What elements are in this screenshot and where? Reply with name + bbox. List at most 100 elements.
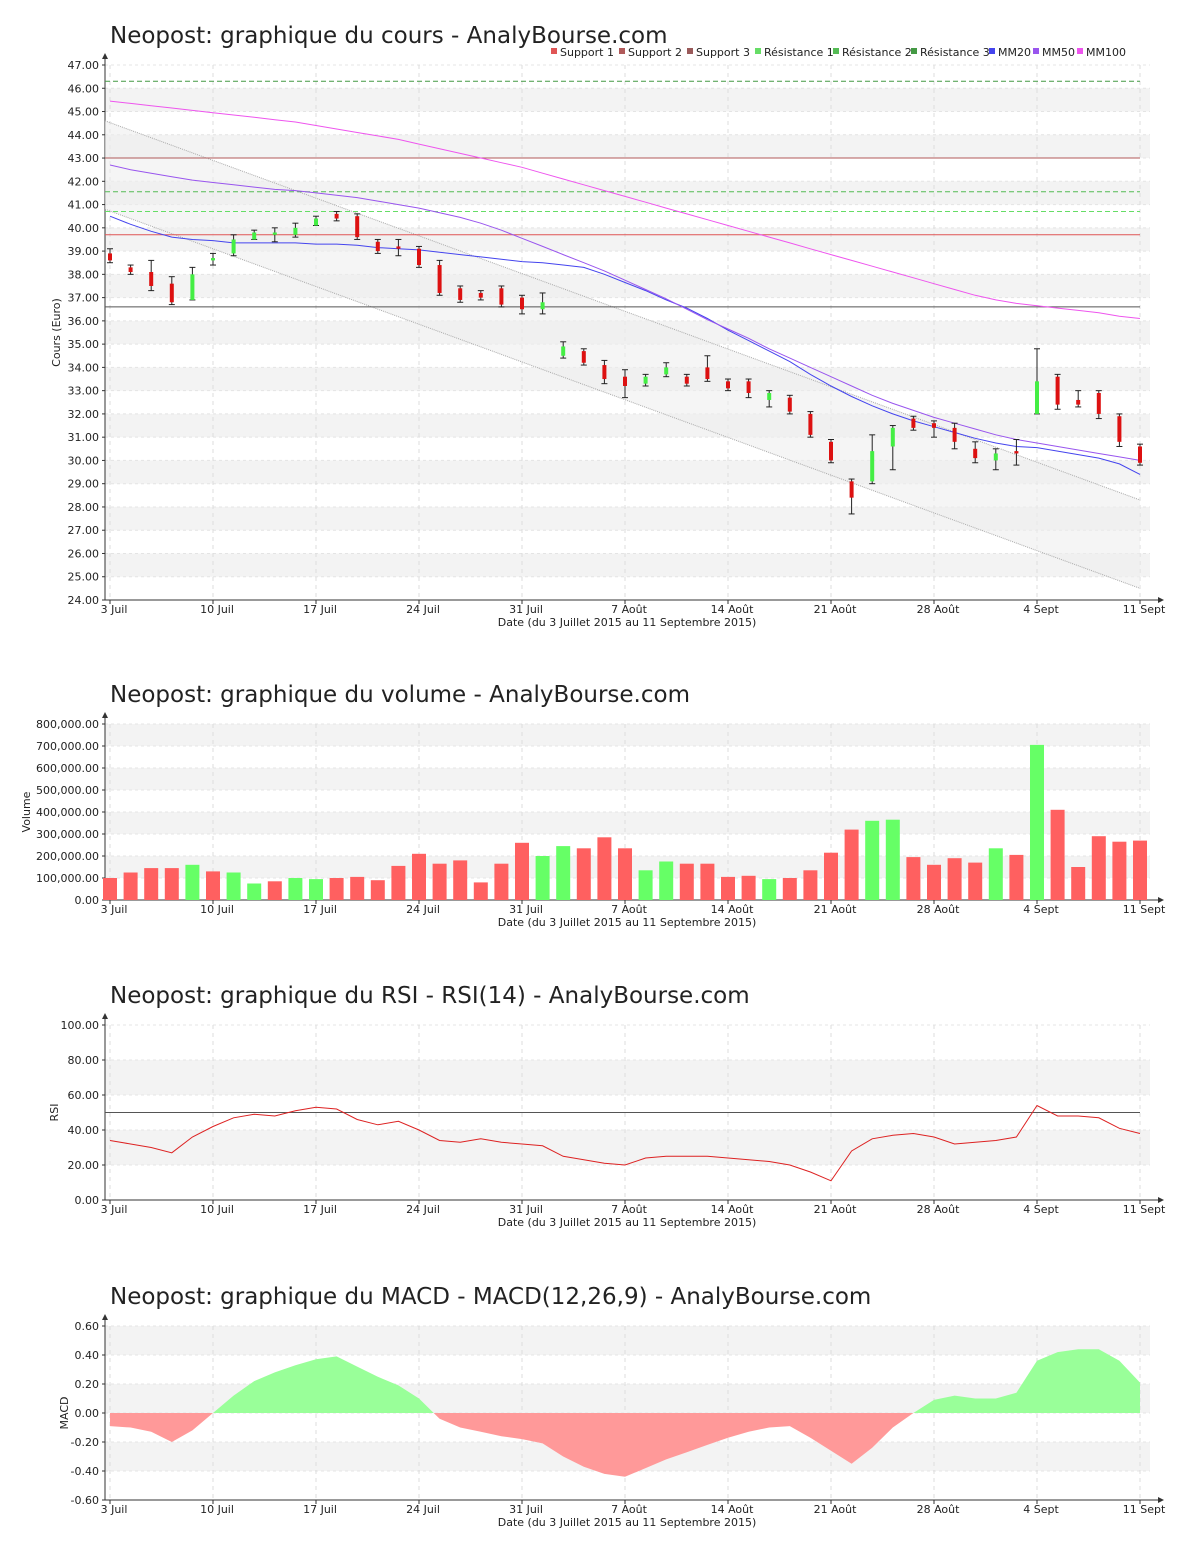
y-tick-label: 60.00	[68, 1089, 100, 1102]
candle-body	[911, 418, 916, 428]
legend-swatch	[1077, 48, 1083, 54]
y-tick-label: 43.00	[68, 152, 100, 165]
y-tick-label: 29.00	[68, 478, 100, 491]
candle-body	[458, 288, 463, 300]
y-axis-arrow	[102, 1013, 108, 1019]
x-axis-arrow	[1158, 597, 1164, 603]
rsi-chart: Neopost: graphique du RSI - RSI(14) - An…	[48, 983, 1166, 1229]
x-tick-label: 28 Août	[917, 1203, 961, 1216]
x-axis-label: Date (du 3 Juillet 2015 au 11 Septembre …	[498, 616, 757, 629]
macd-negative-area	[110, 1413, 914, 1477]
y-axis-arrow	[102, 1314, 108, 1320]
x-tick-label: 21 Août	[814, 603, 858, 616]
y-axis-arrow	[102, 712, 108, 718]
candle-body	[829, 441, 833, 461]
grid-band	[105, 88, 1150, 112]
y-tick-label: 300,000.00	[36, 828, 99, 841]
y-axis-label: MACD	[58, 1397, 71, 1430]
y-tick-label: 39.00	[68, 245, 100, 258]
volume-bar	[556, 846, 571, 900]
candle-body	[808, 413, 813, 435]
volume-bar	[618, 848, 632, 900]
candle-body	[272, 232, 277, 235]
volume-bar	[988, 848, 1003, 900]
x-tick-label: 11 Sept	[1123, 1503, 1166, 1516]
x-tick-label: 14 Août	[711, 603, 755, 616]
x-tick-label: 7 Août	[611, 1203, 648, 1216]
price-chart: Neopost: graphique du cours - AnalyBours…	[50, 23, 1166, 629]
candle-body	[602, 365, 607, 380]
x-axis-arrow	[1158, 1497, 1164, 1503]
volume-bar	[576, 848, 591, 900]
candle-body	[890, 427, 895, 447]
volume-bar	[885, 819, 900, 900]
candle-body	[1138, 446, 1142, 463]
grid-band	[105, 134, 1150, 159]
candle-body	[746, 381, 751, 393]
grid-band	[105, 1326, 1150, 1355]
y-tick-label: 24.00	[68, 594, 100, 607]
candle-body	[520, 297, 524, 310]
x-tick-label: 14 Août	[711, 1503, 755, 1516]
volume-bar	[391, 865, 406, 900]
candle-body	[149, 272, 154, 286]
x-tick-label: 28 Août	[917, 1503, 961, 1516]
y-tick-label: 25.00	[68, 571, 100, 584]
x-tick-label: 31 Juil	[509, 603, 543, 616]
volume-bar	[164, 868, 179, 900]
candle-body	[1076, 399, 1081, 405]
y-tick-label: -0.40	[71, 1465, 99, 1478]
trend-channel-upper	[104, 120, 1141, 501]
y-tick-label: 35.00	[68, 338, 100, 351]
macd-chart-panel: Neopost: graphique du MACD - MACD(12,26,…	[0, 1260, 1200, 1550]
candle-body	[396, 246, 401, 249]
volume-bar	[597, 837, 612, 900]
volume-bar	[494, 863, 509, 900]
candle-body	[1055, 376, 1060, 405]
x-tick-label: 28 Août	[917, 903, 961, 916]
y-tick-label: 36.00	[68, 315, 100, 328]
candle-body	[973, 448, 978, 459]
x-tick-label: 4 Sept	[1023, 1203, 1059, 1216]
grid-band	[105, 1060, 1150, 1095]
candle-body	[231, 239, 236, 254]
y-tick-label: 700,000.00	[36, 740, 99, 753]
volume-bar	[473, 882, 488, 900]
macd-positive-area	[213, 1349, 1140, 1413]
candle-body	[190, 274, 195, 300]
x-tick-label: 21 Août	[814, 903, 858, 916]
y-tick-label: 26.00	[68, 547, 100, 560]
volume-bar	[782, 878, 797, 900]
candle-body	[581, 351, 586, 363]
x-tick-label: 11 Sept	[1123, 603, 1166, 616]
candle-body	[932, 423, 936, 428]
volume-bar	[803, 870, 818, 900]
y-tick-label: 46.00	[68, 82, 100, 95]
volume-bar	[103, 878, 117, 900]
candle-body	[993, 453, 998, 461]
series-mm100	[109, 100, 1141, 319]
y-tick-label: 0.40	[75, 1349, 100, 1362]
y-tick-label: 40.00	[68, 1124, 100, 1137]
legend-item-0: Support 1	[560, 46, 614, 59]
candle-body	[1096, 392, 1101, 414]
volume-bar	[329, 878, 344, 900]
y-tick-label: -0.20	[71, 1436, 99, 1449]
x-tick-label: 4 Sept	[1023, 603, 1059, 616]
y-tick-label: 28.00	[68, 501, 100, 514]
x-tick-label: 3 Juil	[101, 903, 128, 916]
x-tick-label: 11 Sept	[1123, 1203, 1166, 1216]
x-tick-label: 28 Août	[917, 603, 961, 616]
x-tick-label: 31 Juil	[509, 1503, 543, 1516]
y-tick-label: 30.00	[68, 454, 100, 467]
candle-body	[437, 265, 442, 293]
trend-channel-lower	[104, 208, 1141, 589]
volume-bar	[906, 857, 921, 900]
x-tick-label: 4 Sept	[1023, 903, 1059, 916]
volume-bar	[288, 878, 303, 900]
legend-swatch	[755, 48, 761, 54]
legend-item-3: Résistance 1	[764, 46, 834, 59]
x-tick-label: 10 Juil	[200, 603, 234, 616]
rsi-chart-panel: Neopost: graphique du RSI - RSI(14) - An…	[0, 960, 1200, 1240]
legend-item-4: Résistance 2	[842, 46, 912, 59]
